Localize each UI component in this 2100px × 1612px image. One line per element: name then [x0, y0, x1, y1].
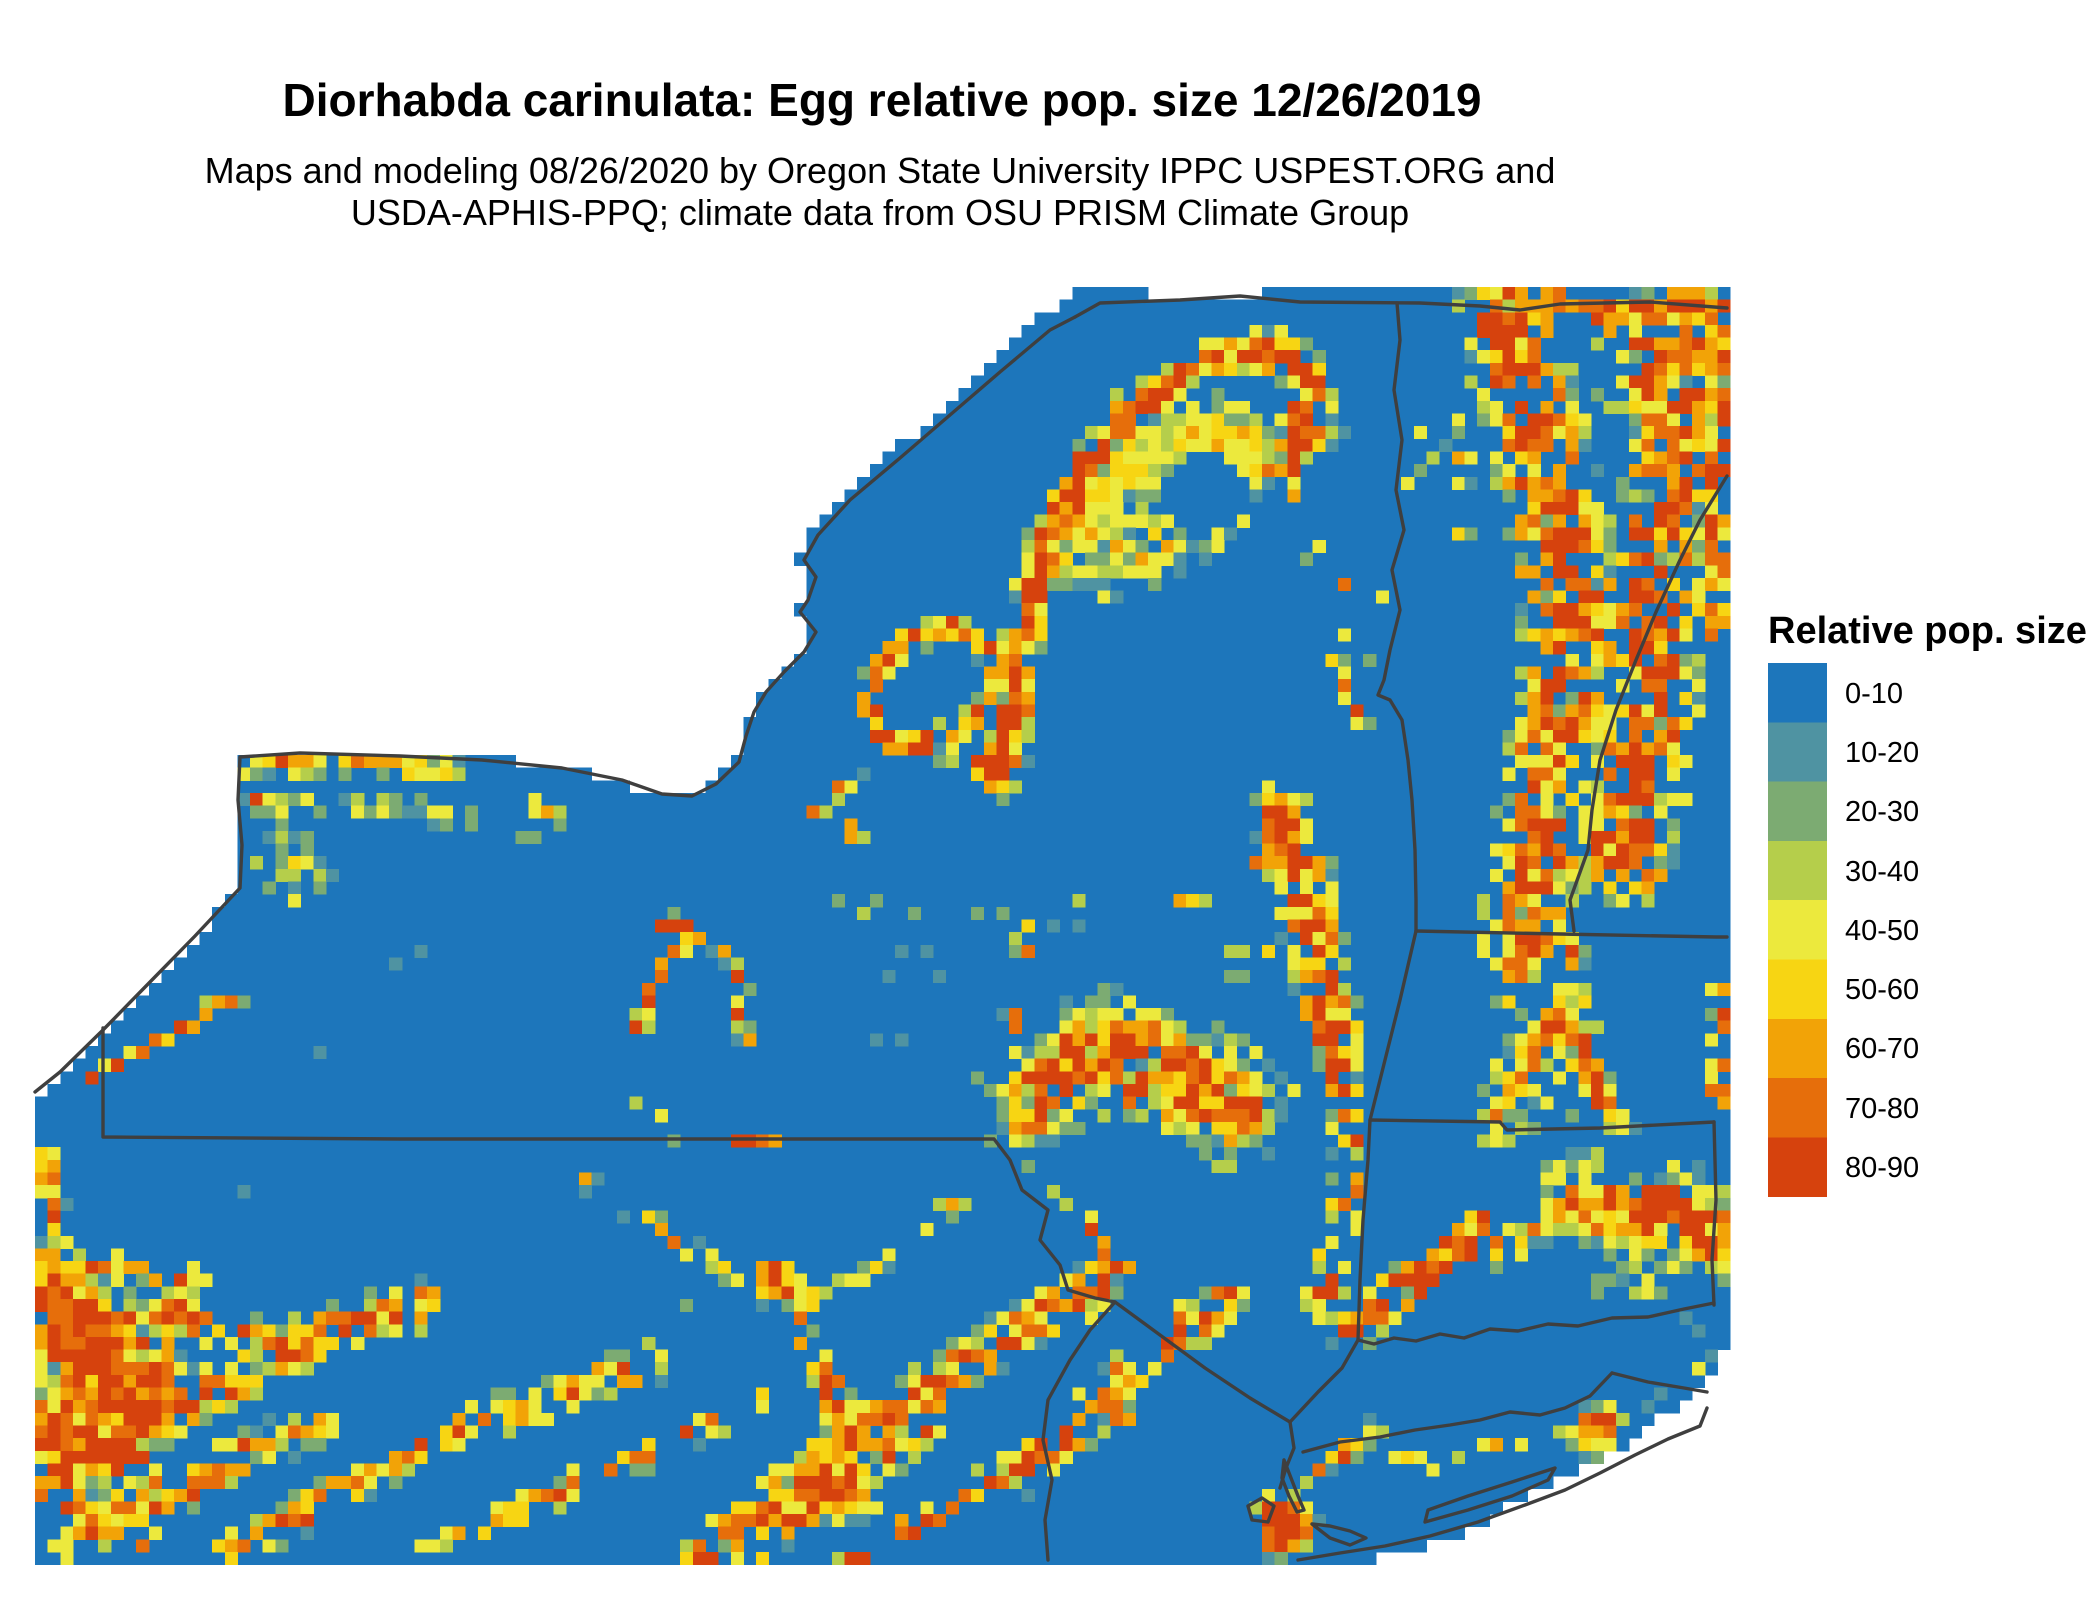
- svg-text:20-30: 20-30: [1845, 796, 1919, 828]
- svg-text:30-40: 30-40: [1845, 856, 1919, 888]
- svg-text:Relative pop. size: Relative pop. size: [1768, 610, 2087, 652]
- svg-text:60-70: 60-70: [1845, 1033, 1919, 1065]
- svg-text:80-90: 80-90: [1845, 1152, 1919, 1184]
- svg-text:0-10: 0-10: [1845, 678, 1903, 710]
- svg-text:10-20: 10-20: [1845, 737, 1919, 769]
- svg-text:Maps and modeling 08/26/2020 b: Maps and modeling 08/26/2020 by Oregon S…: [205, 150, 1556, 191]
- svg-text:USDA-APHIS-PPQ; climate data f: USDA-APHIS-PPQ; climate data from OSU PR…: [351, 192, 1409, 233]
- svg-text:70-80: 70-80: [1845, 1093, 1919, 1125]
- svg-text:50-60: 50-60: [1845, 974, 1919, 1006]
- svg-text:Diorhabda carinulata: Egg rela: Diorhabda carinulata: Egg relative pop. …: [282, 74, 1481, 126]
- svg-text:40-50: 40-50: [1845, 915, 1919, 947]
